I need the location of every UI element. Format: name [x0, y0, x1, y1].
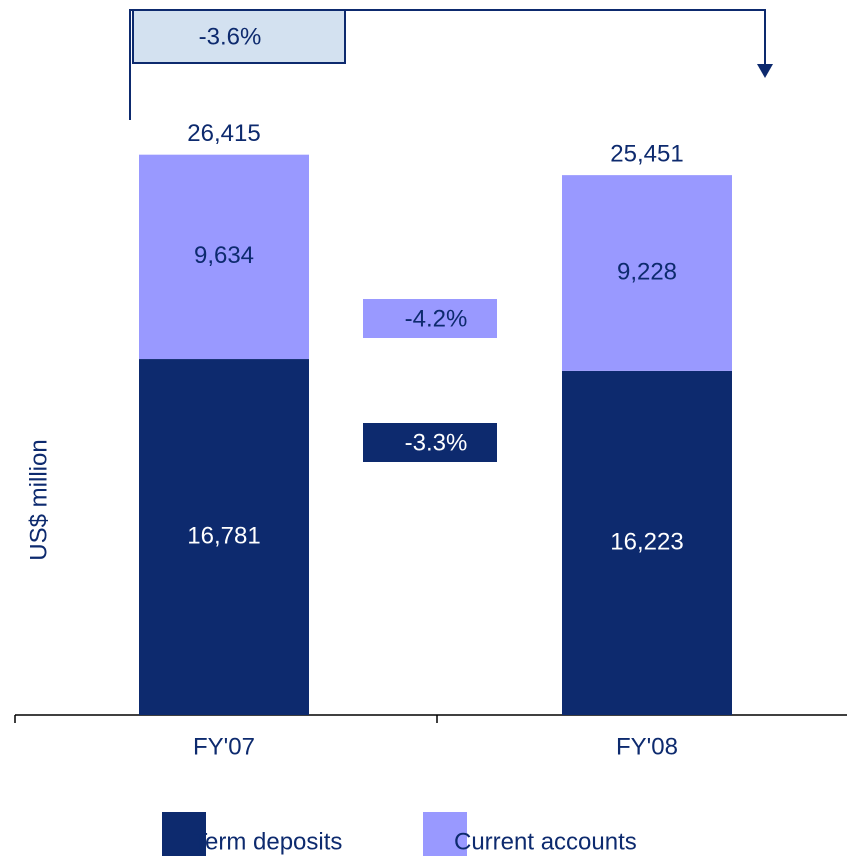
y-axis-label: US$ million — [25, 439, 52, 560]
value-label: 9,634 — [194, 242, 254, 269]
legend-swatch — [162, 812, 206, 856]
annotation-box — [363, 299, 497, 338]
value-label: 16,223 — [610, 528, 683, 555]
annotation-box — [132, 9, 346, 64]
value-label: 9,228 — [617, 258, 677, 285]
x-tick-label: FY'08 — [616, 733, 678, 760]
total-label: 25,451 — [610, 140, 683, 167]
bar-segment — [562, 175, 732, 371]
legend-label: Term deposits — [193, 828, 342, 855]
annotation: -4.2% — [405, 305, 468, 332]
value-label: 16,781 — [187, 522, 260, 549]
total-label: 26,415 — [187, 120, 260, 147]
bar-segment — [139, 359, 309, 715]
change-bracket — [129, 9, 766, 120]
legend-label: Current accounts — [454, 828, 637, 855]
annotation: -3.6% — [199, 23, 262, 50]
x-tick-label: FY'07 — [193, 733, 255, 760]
legend-swatch — [423, 812, 467, 856]
bar-segment — [139, 154, 309, 360]
annotation: -3.3% — [405, 429, 468, 456]
arrow-head — [757, 64, 773, 78]
bar-segment — [562, 370, 732, 715]
annotation-box — [363, 423, 497, 462]
